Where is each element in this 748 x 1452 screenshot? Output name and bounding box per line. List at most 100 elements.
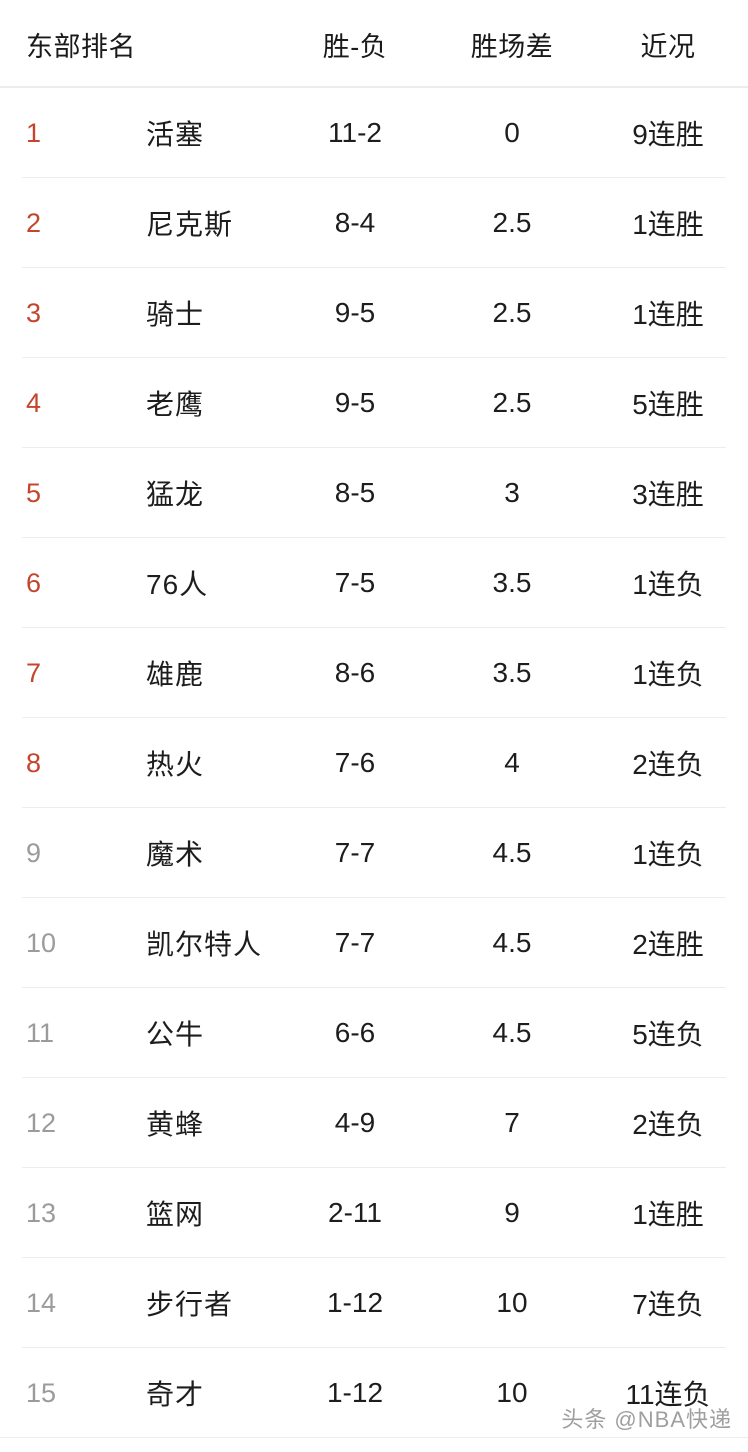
rank-number: 2 <box>26 207 42 238</box>
watermark: 头条 @NBA快递 <box>561 1407 732 1432</box>
win-loss-record: 8-6 <box>334 657 376 688</box>
table-row[interactable]: 9 MAGICORL 魔术 7-7 4.5 1连负 <box>0 808 748 898</box>
recent-streak: 1连胜 <box>632 1199 704 1230</box>
team-logo-icon: CELTICSBOS <box>74 915 130 971</box>
win-loss-record: 7-7 <box>334 837 376 868</box>
recent-streak: 1连胜 <box>632 299 704 330</box>
rank-number: 13 <box>26 1197 57 1228</box>
table-row[interactable]: 2 KNICKSNY 尼克斯 8-4 2.5 1连胜 <box>0 178 748 268</box>
team-logo-icon: MAGICORL <box>74 825 130 881</box>
recent-streak: 2连胜 <box>632 929 704 960</box>
win-loss-record: 8-4 <box>334 207 376 238</box>
games-behind: 10 <box>496 1377 528 1408</box>
recent-streak: 2连负 <box>632 749 704 780</box>
table-row[interactable]: 13 NETSBKN 篮网 2-11 9 1连胜 <box>0 1168 748 1258</box>
recent-streak: 9连胜 <box>632 119 704 150</box>
games-behind: 3.5 <box>492 657 532 688</box>
team-name: 黄蜂 <box>146 1109 205 1140</box>
team-logo-icon: HAWKSATL <box>74 375 130 431</box>
table-row[interactable]: 4 HAWKSATL 老鹰 9-5 2.5 5连胜 <box>0 358 748 448</box>
games-behind: 2.5 <box>492 297 532 328</box>
table-row[interactable]: 10 CELTICSBOS 凯尔特人 7-7 4.5 2连胜 <box>0 898 748 988</box>
games-behind: 4.5 <box>492 927 532 958</box>
rank-number: 5 <box>26 477 42 508</box>
team-name: 奇才 <box>146 1379 205 1410</box>
team-logo-icon: RAPTORSTOR <box>74 465 130 521</box>
team-name: 老鹰 <box>146 389 205 420</box>
games-behind: 0 <box>504 117 520 148</box>
recent-streak: 1连负 <box>632 659 704 690</box>
team-logo-icon: PACERSIND <box>74 1275 130 1331</box>
column-header-record: 胜-负 <box>322 31 388 62</box>
team-name: 篮网 <box>146 1199 205 1230</box>
team-name: 尼克斯 <box>146 209 234 240</box>
column-header-streak: 近况 <box>640 31 696 62</box>
table-row[interactable]: 8 HEATMIA 热火 7-6 4 2连负 <box>0 718 748 808</box>
rank-number: 15 <box>26 1377 57 1408</box>
table-row[interactable]: 15 WIZARDSWAS 奇才 1-12 10 11连负 <box>0 1348 748 1438</box>
team-logo-icon: CAVALIERSCLE <box>74 285 130 341</box>
team-name: 魔术 <box>146 839 205 870</box>
recent-streak: 1连负 <box>632 569 704 600</box>
rank-number: 14 <box>26 1287 57 1318</box>
rank-number: 6 <box>26 567 42 598</box>
win-loss-record: 7-7 <box>334 927 376 958</box>
table-row[interactable]: 7 BUCKSMIL 雄鹿 8-6 3.5 1连负 <box>0 628 748 718</box>
recent-streak: 1连负 <box>632 839 704 870</box>
team-name: 公牛 <box>146 1019 205 1050</box>
team-logo-icon: HORNETSCHA <box>74 1095 130 1151</box>
table-row[interactable]: 12 HORNETSCHA 黄蜂 4-9 7 2连负 <box>0 1078 748 1168</box>
rank-number: 8 <box>26 747 42 778</box>
win-loss-record: 9-5 <box>334 387 376 418</box>
rank-number: 1 <box>26 117 42 148</box>
recent-streak: 3连胜 <box>632 479 704 510</box>
team-name: 活塞 <box>146 119 205 150</box>
games-behind: 4.5 <box>492 1017 532 1048</box>
team-name: 76人 <box>146 569 209 600</box>
table-row[interactable]: 5 RAPTORSTOR 猛龙 8-5 3 3连胜 <box>0 448 748 538</box>
win-loss-record: 11-2 <box>328 117 382 148</box>
games-behind: 2.5 <box>492 207 532 238</box>
games-behind: 10 <box>496 1287 528 1318</box>
team-logo-icon: BULLSCHI <box>74 1005 130 1061</box>
recent-streak: 5连胜 <box>632 389 704 420</box>
table-row[interactable]: 6 SIXERSPHI 76人 7-5 3.5 1连负 <box>0 538 748 628</box>
win-loss-record: 7-6 <box>334 747 376 778</box>
team-name: 热火 <box>146 749 205 780</box>
games-behind: 3 <box>504 477 520 508</box>
team-logo-icon: WIZARDSWAS <box>74 1365 130 1421</box>
team-logo-icon: HEATMIA <box>74 735 130 791</box>
rank-number: 11 <box>26 1017 55 1048</box>
rank-number: 4 <box>26 387 42 418</box>
table-row[interactable]: 14 PACERSIND 步行者 1-12 10 7连负 <box>0 1258 748 1348</box>
team-name: 凯尔特人 <box>146 929 263 960</box>
rank-number: 10 <box>26 927 57 958</box>
recent-streak: 7连负 <box>632 1289 704 1320</box>
win-loss-record: 9-5 <box>334 297 376 328</box>
team-logo-icon: KNICKSNY <box>74 195 130 251</box>
column-header-games-behind: 胜场差 <box>470 31 554 62</box>
table-row[interactable]: 3 CAVALIERSCLE 骑士 9-5 2.5 1连胜 <box>0 268 748 358</box>
games-behind: 4.5 <box>492 837 532 868</box>
team-name: 猛龙 <box>146 479 205 510</box>
team-name: 步行者 <box>146 1289 234 1320</box>
win-loss-record: 1-12 <box>326 1287 384 1318</box>
games-behind: 2.5 <box>492 387 532 418</box>
team-logo-icon: BUCKSMIL <box>74 645 130 701</box>
rank-number: 7 <box>26 657 42 688</box>
rank-number: 3 <box>26 297 42 328</box>
table-row[interactable]: 1 PISTONSDET 活塞 11-2 0 9连胜 <box>0 88 748 178</box>
games-behind: 4 <box>504 747 520 778</box>
recent-streak: 5连负 <box>632 1019 704 1050</box>
recent-streak: 2连负 <box>632 1109 704 1140</box>
win-loss-record: 7-5 <box>334 567 376 598</box>
table-row[interactable]: 11 BULLSCHI 公牛 6-6 4.5 5连负 <box>0 988 748 1078</box>
recent-streak: 11连负 <box>625 1379 711 1410</box>
team-logo-icon: NETSBKN <box>74 1185 130 1241</box>
column-header-rank: 东部排名 <box>26 31 136 62</box>
win-loss-record: 4-9 <box>334 1107 376 1138</box>
rank-number: 12 <box>26 1107 57 1138</box>
win-loss-record: 6-6 <box>334 1017 376 1048</box>
team-logo-icon: PISTONSDET <box>74 105 130 161</box>
rank-number: 9 <box>26 837 42 868</box>
